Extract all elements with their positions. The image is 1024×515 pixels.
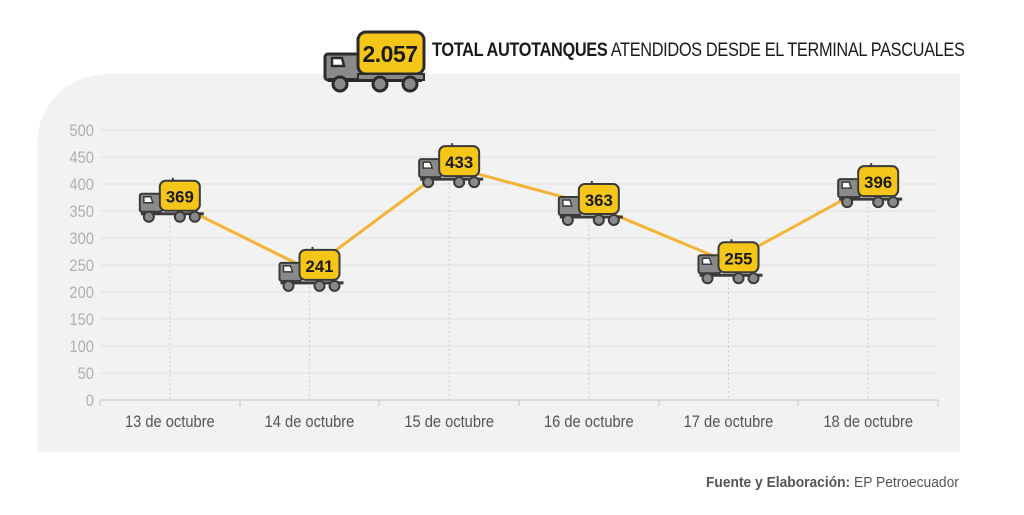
truck-window xyxy=(562,199,573,207)
truck-window xyxy=(841,181,853,189)
truck-window xyxy=(282,265,294,273)
truck-wheel xyxy=(453,176,466,189)
y-tick-label: 500 xyxy=(69,121,94,140)
y-tick-label: 50 xyxy=(78,364,94,383)
chart-title-bold: TOTAL AUTOTANQUES xyxy=(432,40,608,61)
truck-wheel xyxy=(328,279,341,292)
value-badge xyxy=(298,248,341,281)
y-tick-label: 350 xyxy=(69,202,94,221)
value-badge xyxy=(717,241,760,274)
y-tick-label: 0 xyxy=(86,391,94,410)
data-label: 241 xyxy=(306,257,334,276)
truck-wheel xyxy=(872,196,885,209)
y-tick-label: 150 xyxy=(69,310,94,329)
truck-wheel xyxy=(188,210,201,223)
x-tick-label: 13 de octubre xyxy=(125,412,215,431)
chart-panel xyxy=(37,74,960,452)
truck-wheel xyxy=(747,272,760,285)
data-label: 433 xyxy=(445,153,473,172)
x-tick-label: 15 de octubre xyxy=(404,412,494,431)
truck-wheel xyxy=(887,196,900,209)
truck-wheel xyxy=(607,213,620,226)
y-tick-label: 100 xyxy=(69,337,94,356)
truck-wheel xyxy=(468,176,481,189)
source-note: Fuente y Elaboración: EP Petroecuador xyxy=(706,474,959,491)
y-tick-label: 300 xyxy=(69,229,94,248)
data-label: 369 xyxy=(166,188,194,207)
data-point-truck-marker: 241 xyxy=(278,246,344,292)
data-point-truck-marker: 433 xyxy=(418,143,484,189)
truck-window xyxy=(701,257,713,266)
total-value: 2.057 xyxy=(362,41,418,67)
y-tick-label: 450 xyxy=(69,148,94,167)
truck-wheel xyxy=(282,279,295,292)
truck-wheel xyxy=(422,176,435,189)
x-tick-label: 14 de octubre xyxy=(265,412,355,431)
series-line xyxy=(169,164,869,272)
tanker-truck-icon xyxy=(323,30,426,93)
truck-wheel xyxy=(841,196,854,209)
chart-title: TOTAL AUTOTANQUES ATENDIDOS DESDE EL TER… xyxy=(432,40,965,62)
data-label: 255 xyxy=(725,249,753,268)
x-tick-label: 17 de octubre xyxy=(684,412,774,431)
data-point-truck-marker: 396 xyxy=(837,163,903,209)
data-point-truck-marker: 255 xyxy=(697,239,763,285)
truck-window xyxy=(143,195,154,204)
x-tick-label: 16 de octubre xyxy=(544,412,634,431)
source-value: EP Petroecuador xyxy=(854,474,959,491)
y-tick-label: 200 xyxy=(69,283,94,302)
truck-wheel xyxy=(313,279,326,292)
truck-window xyxy=(422,161,434,169)
truck-wheel xyxy=(142,210,155,223)
truck-wheel xyxy=(732,272,745,285)
data-label: 396 xyxy=(864,173,892,192)
x-tick-label: 18 de octubre xyxy=(823,412,913,431)
data-point-truck-marker: 363 xyxy=(557,180,623,226)
data-label: 363 xyxy=(585,191,613,210)
chart-title-rest: ATENDIDOS DESDE EL TERMINAL PASCUALES xyxy=(610,40,965,61)
y-tick-label: 400 xyxy=(69,175,94,194)
data-point-truck-marker: 369 xyxy=(138,177,204,223)
chart-header: 2.057 TOTAL AUTOTANQUES ATENDIDOS DESDE … xyxy=(322,28,972,94)
truck-wheel xyxy=(701,272,714,285)
truck-wheel xyxy=(592,213,605,226)
truck-wheel xyxy=(561,213,574,226)
source-label: Fuente y Elaboración: xyxy=(706,474,851,491)
truck-wheel xyxy=(173,210,186,223)
y-tick-label: 250 xyxy=(69,256,94,275)
